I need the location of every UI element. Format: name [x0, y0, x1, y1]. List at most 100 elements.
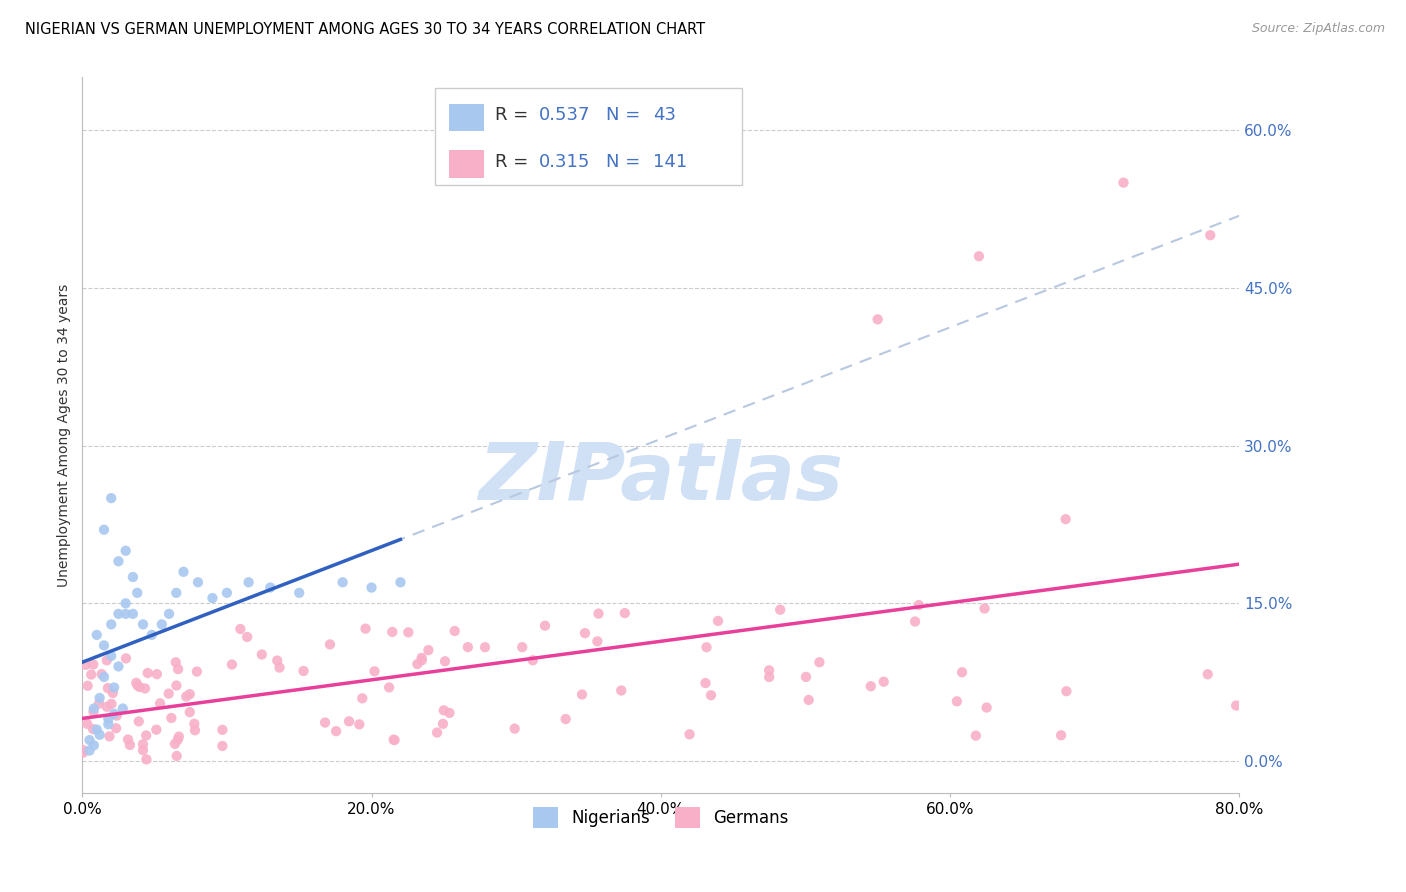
Point — [79, 743, 101, 757]
Point — [808, 655, 831, 669]
Point — [100, 617, 122, 632]
Point — [128, 714, 150, 729]
Text: R =: R = — [495, 153, 534, 171]
Point — [166, 748, 188, 763]
Point — [165, 586, 187, 600]
Point — [114, 596, 136, 610]
Point — [107, 554, 129, 568]
Point — [101, 686, 124, 700]
Point — [122, 570, 145, 584]
Point — [96, 653, 118, 667]
Point — [114, 607, 136, 621]
Point — [107, 659, 129, 673]
Text: 0.537: 0.537 — [540, 106, 591, 124]
Point — [457, 640, 479, 655]
Point — [571, 688, 593, 702]
Point — [157, 687, 180, 701]
Point — [360, 581, 382, 595]
Point — [859, 679, 882, 693]
Text: 43: 43 — [652, 106, 676, 124]
Point — [97, 717, 120, 731]
Point — [946, 694, 969, 708]
Point — [426, 725, 449, 739]
Point — [125, 675, 148, 690]
Point — [259, 581, 281, 595]
Point — [103, 706, 125, 721]
Point — [89, 728, 111, 742]
Y-axis label: Unemployment Among Ages 30 to 34 years: Unemployment Among Ages 30 to 34 years — [58, 284, 72, 587]
Point — [976, 700, 998, 714]
Legend: Nigerians, Germans: Nigerians, Germans — [526, 801, 796, 834]
Point — [166, 732, 188, 747]
Point — [165, 679, 187, 693]
Text: 0.315: 0.315 — [540, 153, 591, 171]
Point — [93, 639, 115, 653]
Point — [363, 665, 385, 679]
Point — [288, 586, 311, 600]
Point — [165, 656, 187, 670]
Point — [873, 674, 896, 689]
Point — [292, 664, 315, 678]
Point — [967, 249, 990, 263]
Point — [411, 651, 433, 665]
Point — [179, 687, 201, 701]
Point — [325, 724, 347, 739]
Point — [111, 701, 134, 715]
Point — [266, 654, 288, 668]
Point — [236, 630, 259, 644]
Point — [100, 491, 122, 505]
Point — [183, 716, 205, 731]
Point — [950, 665, 973, 680]
Point — [76, 716, 98, 731]
Point — [141, 628, 163, 642]
Point — [574, 626, 596, 640]
Text: N =: N = — [606, 153, 647, 171]
Point — [695, 676, 717, 690]
Point — [510, 640, 533, 655]
Point — [163, 737, 186, 751]
Point — [83, 701, 105, 715]
Point — [866, 312, 889, 326]
Point — [160, 711, 183, 725]
Point — [135, 752, 157, 766]
Point — [72, 743, 94, 757]
Point — [127, 678, 149, 692]
Point — [82, 657, 104, 672]
Point — [349, 717, 371, 731]
Point — [378, 681, 401, 695]
Point — [201, 591, 224, 605]
Point — [87, 697, 110, 711]
Point — [211, 723, 233, 737]
Point — [128, 680, 150, 694]
Point — [384, 733, 406, 747]
Point — [127, 586, 149, 600]
Point — [89, 691, 111, 706]
Point — [586, 634, 609, 648]
Point — [86, 723, 108, 737]
Point — [100, 697, 122, 711]
Point — [221, 657, 243, 672]
Point — [797, 693, 820, 707]
Point — [1054, 684, 1077, 698]
Point — [696, 640, 718, 655]
Point — [1054, 512, 1077, 526]
Point — [613, 606, 636, 620]
Point — [150, 617, 173, 632]
Point — [187, 575, 209, 590]
Point — [136, 666, 159, 681]
Point — [122, 607, 145, 621]
Point — [269, 660, 291, 674]
Point — [82, 722, 104, 736]
Text: R =: R = — [495, 106, 534, 124]
FancyBboxPatch shape — [449, 151, 484, 178]
Point — [75, 657, 97, 672]
Point — [758, 670, 780, 684]
Point — [554, 712, 576, 726]
Point — [769, 603, 792, 617]
Point — [211, 739, 233, 753]
Text: ZIPatlas: ZIPatlas — [478, 439, 844, 517]
Point — [534, 618, 557, 632]
Point — [908, 598, 931, 612]
Point — [145, 723, 167, 737]
Point — [114, 543, 136, 558]
